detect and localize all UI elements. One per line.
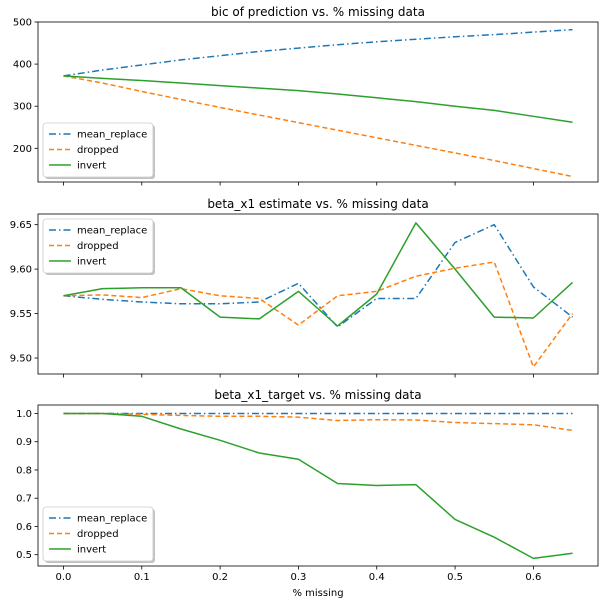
x-tick-label: 0.6 — [525, 572, 541, 583]
legend-label: invert — [77, 161, 106, 172]
plot-frame — [37, 21, 599, 183]
x-tick-label: 0.4 — [369, 572, 385, 583]
series-line-invert — [63, 222, 574, 327]
x-tick-label: 0.2 — [212, 572, 228, 583]
y-tick-label: 300 — [13, 102, 32, 113]
y-tick-label: 9.55 — [10, 309, 32, 320]
chart-title: beta_x1 estimate vs. % missing data — [207, 197, 428, 211]
legend-label: dropped — [77, 145, 119, 156]
y-tick-label: 9.60 — [10, 265, 32, 276]
series-line-mean-replace — [63, 28, 573, 77]
y-tick-label: 9.65 — [10, 220, 32, 231]
y-tick-label: 0.5 — [16, 550, 32, 561]
legend-label: invert — [77, 257, 106, 268]
series-line-mean-replace — [63, 223, 574, 328]
x-axis-label: % missing — [292, 588, 343, 599]
series-line-dropped — [63, 261, 574, 368]
y-tick-label: 0.6 — [16, 522, 32, 533]
series-line-dropped — [63, 75, 573, 178]
y-tick-label: 200 — [13, 144, 32, 155]
series-line-dropped — [63, 412, 573, 432]
x-tick-label: 0.0 — [56, 572, 72, 583]
x-tick-label: 0.1 — [134, 572, 150, 583]
chart-title: bic of prediction vs. % missing data — [211, 5, 425, 19]
y-tick-label: 0.8 — [16, 465, 32, 476]
x-tick-label: 0.5 — [447, 572, 463, 583]
legend-label: mean_replace — [77, 514, 147, 525]
legend-box — [42, 506, 154, 562]
legend-label: invert — [77, 545, 106, 556]
y-tick-label: 400 — [13, 60, 32, 71]
legend-label: dropped — [77, 529, 119, 540]
y-tick-label: 500 — [13, 18, 32, 29]
plot-frame — [37, 404, 599, 567]
chart-title: beta_x1_target vs. % missing data — [214, 388, 421, 402]
legend-box — [42, 122, 154, 178]
plot-frame — [37, 213, 599, 375]
x-tick-label: 0.3 — [290, 572, 306, 583]
series-line-invert — [63, 412, 573, 560]
legend-label: dropped — [77, 241, 119, 252]
y-tick-label: 9.50 — [10, 354, 32, 365]
y-tick-label: 0.9 — [16, 437, 32, 448]
legend-box — [42, 218, 154, 274]
series-line-invert — [63, 75, 573, 123]
legend-label: mean_replace — [77, 130, 147, 141]
y-tick-label: 0.7 — [16, 494, 32, 505]
y-tick-label: 1.0 — [16, 409, 32, 420]
legend-label: mean_replace — [77, 226, 147, 237]
